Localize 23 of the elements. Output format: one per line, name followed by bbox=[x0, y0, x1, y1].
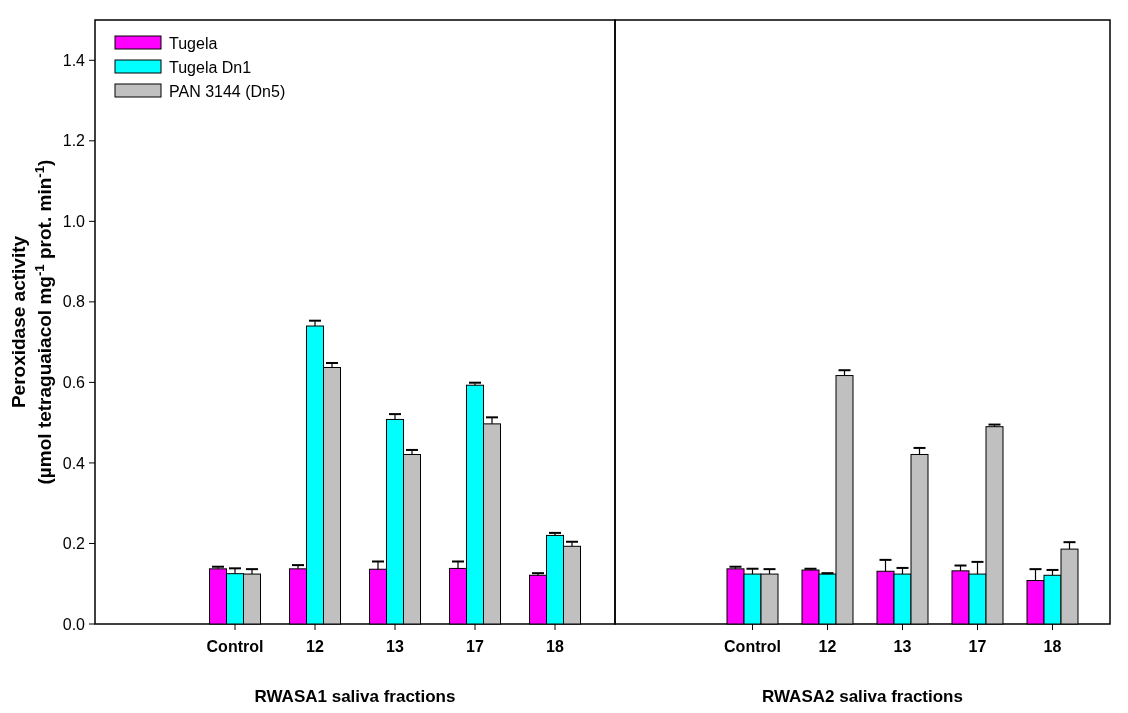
y-tick-label: 0.8 bbox=[62, 293, 86, 311]
y-tick-label: 1.0 bbox=[62, 212, 86, 230]
y-tick-label: 0.4 bbox=[62, 454, 86, 472]
y-tick-label: 0.0 bbox=[62, 615, 86, 633]
y-tick-label: 0.2 bbox=[62, 535, 86, 553]
x-tick-label: 13 bbox=[386, 638, 404, 655]
x-tick-label: 18 bbox=[1043, 638, 1062, 655]
legend-label: Tugela Dn1 bbox=[169, 58, 252, 76]
legend-label: PAN 3144 (Dn5) bbox=[169, 82, 286, 100]
x-tick-label: 17 bbox=[466, 638, 484, 655]
x-axis-title: RWASA2 saliva fractions bbox=[762, 687, 963, 706]
y-tick-label: 1.2 bbox=[62, 132, 86, 150]
y-tick-label: 1.4 bbox=[62, 51, 86, 69]
x-tick-label: 12 bbox=[306, 638, 324, 655]
x-tick-label: 12 bbox=[818, 638, 837, 655]
x-tick-label: 13 bbox=[893, 638, 912, 655]
x-tick-label: Control bbox=[206, 638, 264, 655]
x-tick-label: 18 bbox=[546, 638, 564, 655]
y-tick-label: 0.6 bbox=[62, 374, 86, 391]
x-tick-label: Control bbox=[724, 638, 781, 655]
x-axis-title: RWASA1 saliva fractions bbox=[254, 687, 456, 706]
legend-label: Tugela bbox=[169, 34, 218, 52]
x-tick-label: 17 bbox=[968, 638, 987, 655]
